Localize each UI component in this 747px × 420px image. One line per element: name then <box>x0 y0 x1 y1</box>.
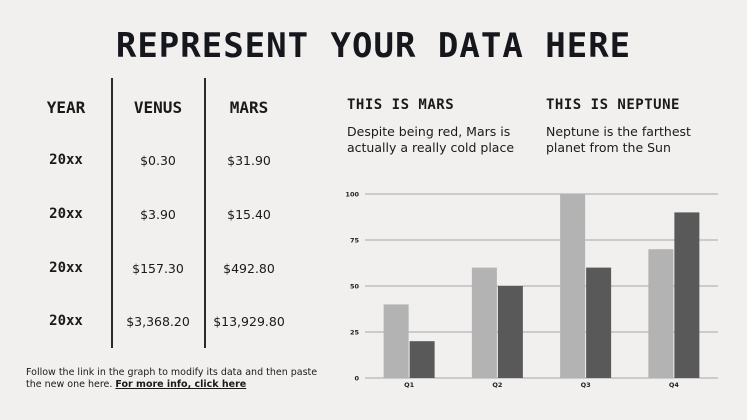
column-divider <box>204 78 206 348</box>
cell-year: 20xx <box>49 260 83 276</box>
cell-mars: $13,929.80 <box>213 314 285 329</box>
mars-description: Despite being red, Mars is actually a re… <box>347 124 515 155</box>
page-title: REPRESENT YOUR DATA HERE <box>115 26 632 66</box>
x-tick-label: Q3 <box>581 381 591 389</box>
footnote: Follow the link in the graph to modify i… <box>26 367 326 391</box>
mars-title: THIS IS MARS <box>347 97 455 113</box>
cell-venus: $3.90 <box>140 207 176 222</box>
header-year: YEAR <box>46 98 86 117</box>
cell-mars: $492.80 <box>223 261 275 276</box>
cell-venus: $3,368.20 <box>126 314 190 329</box>
neptune-description: Neptune is the farthest planet from the … <box>546 124 691 155</box>
cell-mars: $31.90 <box>227 153 271 168</box>
cell-year: 20xx <box>49 313 83 329</box>
column-divider <box>111 78 113 348</box>
x-tick-label: Q4 <box>669 381 680 389</box>
x-tick-label: Q1 <box>404 381 415 389</box>
y-tick-label: 0 <box>354 375 359 383</box>
bar <box>586 267 612 378</box>
y-tick-label: 50 <box>350 283 360 291</box>
y-tick-label: 100 <box>345 191 359 199</box>
cell-year: 20xx <box>49 206 83 222</box>
cell-mars: $15.40 <box>227 207 271 222</box>
bar <box>471 267 497 378</box>
x-tick-label: Q2 <box>492 381 502 389</box>
cell-year: 20xx <box>49 152 83 168</box>
bar-chart: 0 25 50 75 100 Q1 Q2 Q3 Q4 <box>345 191 718 389</box>
bar <box>560 194 586 378</box>
header-venus: VENUS <box>133 98 183 117</box>
bar <box>409 341 435 378</box>
neptune-title: THIS IS NEPTUNE <box>546 97 680 113</box>
bar <box>497 286 523 378</box>
cell-venus: $157.30 <box>132 261 184 276</box>
bar <box>674 212 700 378</box>
y-tick-label: 75 <box>350 237 360 245</box>
header-mars: MARS <box>229 98 269 117</box>
y-tick-label: 25 <box>350 329 360 337</box>
more-info-link[interactable]: For more info, click here <box>115 379 247 390</box>
bar <box>383 304 409 378</box>
cell-venus: $0.30 <box>140 153 176 168</box>
footnote-text: Follow the link in the graph to modify i… <box>26 367 318 390</box>
bar <box>648 249 674 378</box>
